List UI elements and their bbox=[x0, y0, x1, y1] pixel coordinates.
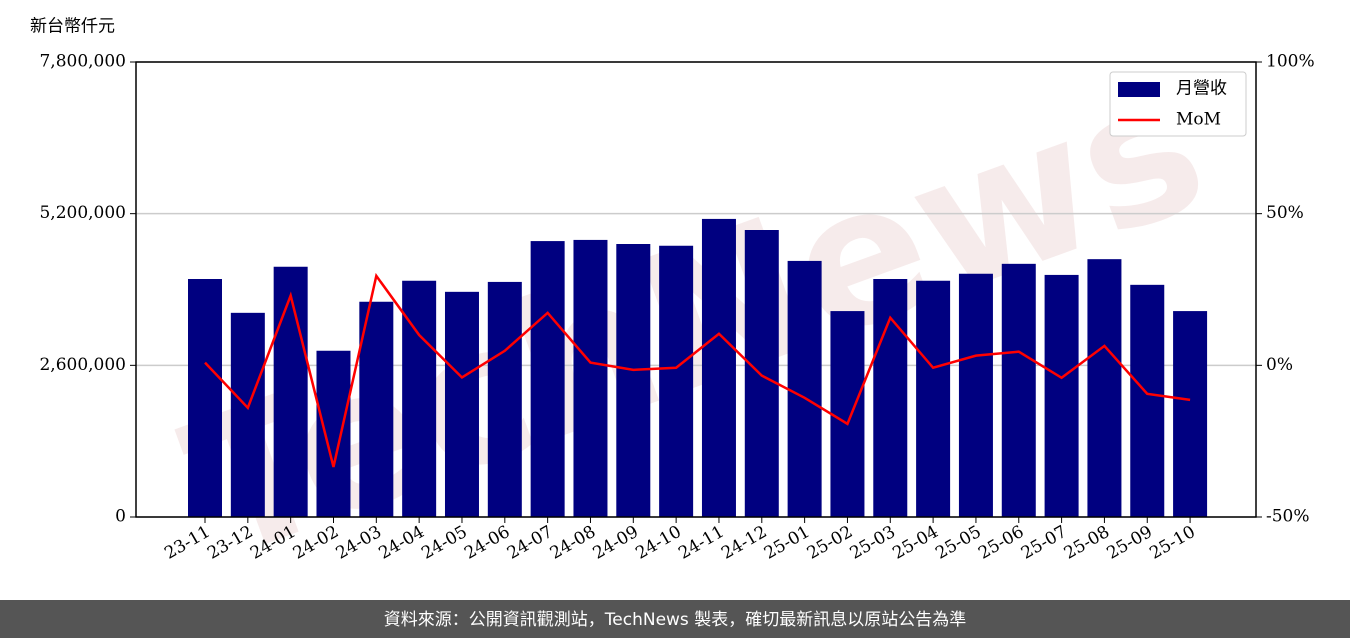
plot-frame bbox=[135, 61, 1257, 518]
x-tick-label: 24-10 bbox=[632, 522, 684, 564]
footer-bar bbox=[0, 600, 1350, 638]
bar bbox=[487, 281, 522, 517]
bar bbox=[316, 350, 351, 517]
bar bbox=[744, 230, 779, 517]
bar bbox=[873, 279, 908, 517]
x-tick-label: 24-09 bbox=[590, 522, 642, 564]
bar bbox=[830, 311, 865, 517]
bar bbox=[1001, 263, 1036, 517]
y2-tick-label: 100% bbox=[1266, 52, 1315, 72]
x-tick-label: 25-07 bbox=[1018, 522, 1070, 564]
bar bbox=[1044, 274, 1079, 517]
bar bbox=[444, 291, 479, 517]
bar bbox=[616, 244, 651, 517]
footer: 資料來源：公開資訊觀測站，TechNews 製表，確切最新訊息以原站公告為準 bbox=[384, 610, 966, 630]
bar bbox=[916, 280, 951, 517]
y2-tick-label: -50% bbox=[1266, 507, 1310, 527]
bar bbox=[230, 312, 265, 517]
x-tick-label: 25-09 bbox=[1104, 522, 1156, 564]
bar bbox=[530, 241, 565, 518]
bar bbox=[188, 279, 222, 517]
x-tick-label: 24-11 bbox=[675, 522, 727, 564]
y-tick-label: 7,800,000 bbox=[39, 52, 126, 72]
bar bbox=[1173, 311, 1208, 517]
x-tick-label: 24-07 bbox=[504, 522, 556, 564]
y-tick-label: 2,600,000 bbox=[39, 355, 126, 375]
y-axis-label: 新台幣仟元 bbox=[30, 17, 115, 37]
x-tick-label: 25-05 bbox=[932, 522, 984, 564]
bar bbox=[573, 239, 608, 517]
y-tick-label: 5,200,000 bbox=[39, 203, 126, 223]
x-tick-label: 24-08 bbox=[547, 522, 599, 564]
bar bbox=[1130, 284, 1165, 517]
y2-tick-label: 0% bbox=[1266, 355, 1293, 375]
x-tick-label: 25-01 bbox=[761, 522, 813, 564]
x-tick-label: 25-10 bbox=[1146, 522, 1198, 564]
legend-label: MoM bbox=[1176, 110, 1221, 130]
x-tick-label: 25-04 bbox=[889, 522, 941, 564]
bar bbox=[701, 218, 736, 517]
bar bbox=[958, 273, 993, 517]
x-tick-label: 25-02 bbox=[804, 522, 856, 564]
legend-label: 月營收 bbox=[1176, 79, 1227, 99]
bar bbox=[273, 266, 308, 517]
x-tick-label: 24-12 bbox=[718, 522, 770, 564]
bar bbox=[1087, 259, 1122, 517]
bar bbox=[787, 260, 822, 517]
y2-tick-label: 50% bbox=[1266, 203, 1304, 223]
bar bbox=[359, 301, 394, 517]
line bbox=[204, 272, 1191, 468]
x-tick-label: 23-11 bbox=[161, 522, 213, 564]
x-tick-label: 25-06 bbox=[975, 522, 1027, 564]
x-tick-label: 25-08 bbox=[1061, 522, 1113, 564]
x-tick-label: 25-03 bbox=[847, 522, 899, 564]
x-tick-label: 24-06 bbox=[461, 522, 513, 564]
bar bbox=[402, 280, 437, 517]
bar bbox=[659, 245, 694, 517]
legend-swatch bbox=[1118, 82, 1160, 97]
y-tick-label: 0 bbox=[115, 507, 126, 527]
